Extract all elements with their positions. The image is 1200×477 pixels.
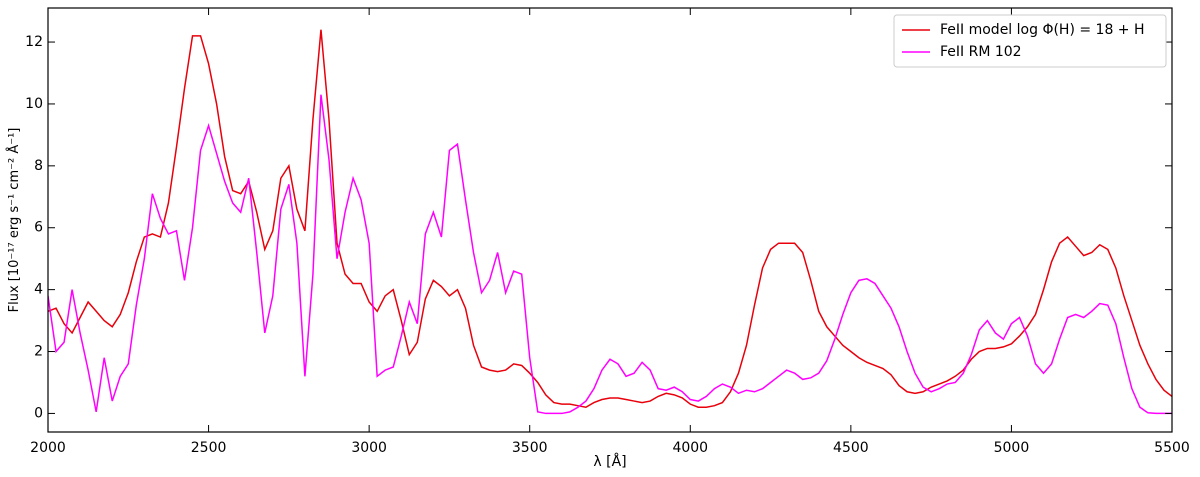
x-tick-label: 4000 <box>672 440 708 456</box>
y-tick-label: 4 <box>34 282 43 298</box>
legend-label: FeII RM 102 <box>940 44 1022 60</box>
x-tick-label: 3000 <box>351 440 387 456</box>
y-axis-label: Flux [10⁻¹⁷ erg s⁻¹ cm⁻² Å⁻¹] <box>6 128 22 313</box>
x-tick-label: 5000 <box>994 440 1030 456</box>
x-tick-label: 5500 <box>1154 440 1190 456</box>
y-tick-label: 0 <box>34 405 43 421</box>
data-line <box>48 29 1172 409</box>
x-axis-label: λ [Å] <box>593 453 626 470</box>
x-tick-label: 4500 <box>833 440 869 456</box>
x-tick-label: 3500 <box>512 440 548 456</box>
y-tick-label: 2 <box>34 344 43 360</box>
legend: FeII model log Φ(H) = 18 + H FeII RM 102 <box>893 14 1167 68</box>
legend-label: FeII model log Φ(H) = 18 + H <box>940 22 1145 38</box>
data-line <box>48 94 1172 415</box>
x-tick-label: 2000 <box>30 440 66 456</box>
y-tick-label: 8 <box>34 158 43 174</box>
x-tick-label: 2500 <box>191 440 227 456</box>
legend-box <box>893 14 1167 68</box>
y-tick-label: 12 <box>25 34 43 50</box>
plot-frame <box>47 7 1173 433</box>
y-tick-label: 10 <box>25 96 43 112</box>
y-tick-label: 6 <box>34 220 43 236</box>
